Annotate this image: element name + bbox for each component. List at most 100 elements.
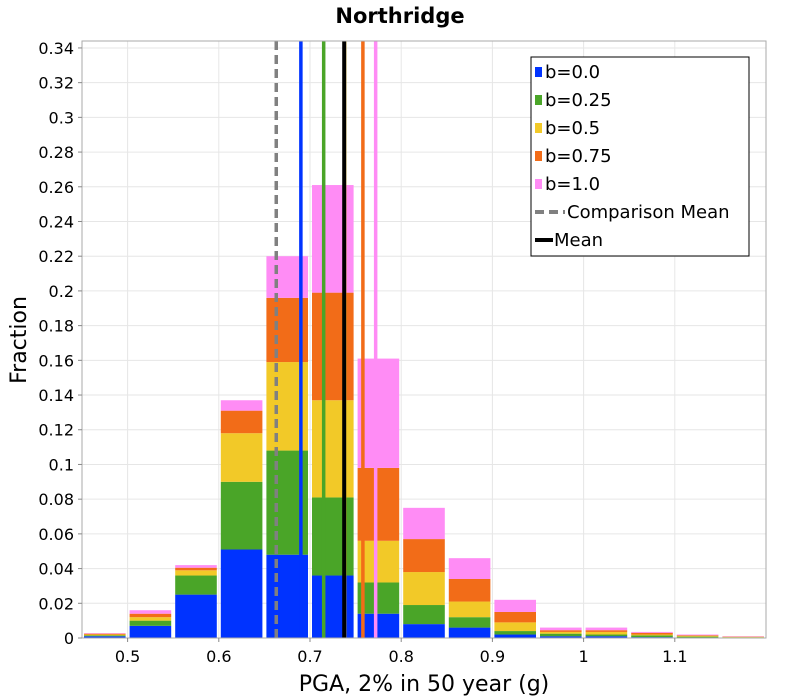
chart-title: Northridge bbox=[335, 4, 464, 28]
legend-swatch bbox=[535, 151, 542, 161]
bar-segment-b-1-0 bbox=[129, 610, 172, 614]
legend-label: Mean bbox=[554, 230, 603, 251]
bar-segment-b-0-5 bbox=[448, 601, 491, 618]
bar-segment-b-0-25 bbox=[175, 575, 217, 595]
y-tick-label: 0.1 bbox=[49, 455, 74, 474]
y-tick-label: 0.24 bbox=[38, 212, 74, 231]
bar-segment-b-1-0 bbox=[676, 634, 719, 636]
bar-segment-b-0-5 bbox=[220, 433, 263, 482]
bar-segment-b-0-75 bbox=[84, 633, 126, 635]
bar-segment-b-0-75 bbox=[403, 539, 445, 573]
y-tick-label: 0.16 bbox=[38, 351, 74, 370]
x-tick-label: 0.9 bbox=[480, 647, 505, 666]
y-tick-label: 0 bbox=[64, 629, 74, 648]
bar-segment-b-0-25 bbox=[84, 635, 126, 637]
y-tick-label: 0.28 bbox=[38, 143, 74, 162]
bars bbox=[84, 185, 764, 638]
bar-segment-b-1-0 bbox=[631, 631, 673, 633]
y-tick-label: 0.26 bbox=[38, 178, 74, 197]
x-tick-label: 0.5 bbox=[115, 647, 140, 666]
legend-label: b=0.75 bbox=[545, 146, 612, 167]
bar-segment-b-0-25 bbox=[676, 636, 719, 638]
bar-segment-b-1-0 bbox=[84, 633, 126, 634]
y-tick-label: 0.18 bbox=[38, 317, 74, 336]
x-tick-label: 0.8 bbox=[388, 647, 413, 666]
bar-segment-b-0-0 bbox=[585, 636, 628, 638]
bar-segment-b-0-75 bbox=[494, 611, 536, 623]
legend-swatch bbox=[535, 179, 542, 189]
x-tick-label: 1.1 bbox=[662, 647, 687, 666]
bar-segment-b-0-75 bbox=[631, 632, 673, 635]
legend-label: b=0.25 bbox=[545, 90, 612, 111]
y-tick-label: 0.02 bbox=[38, 594, 74, 613]
bar-segment-b-0-5 bbox=[676, 635, 719, 637]
bar-segment-b-0-25 bbox=[220, 481, 263, 550]
bar-segment-b-0-5 bbox=[175, 570, 217, 576]
bar-segment-b-1-0 bbox=[403, 507, 445, 540]
bar-segment-b-0-25 bbox=[585, 634, 628, 637]
bar-segment-b-0-25 bbox=[312, 497, 354, 576]
bar-segment-b-1-0 bbox=[448, 558, 491, 579]
y-tick-label: 0.08 bbox=[38, 490, 74, 509]
legend-box bbox=[530, 56, 750, 257]
bar-segment-b-0-5 bbox=[84, 634, 126, 636]
legend-label: b=1.0 bbox=[545, 174, 600, 195]
bar-segment-b-0-25 bbox=[129, 620, 172, 626]
bar-segment-b-1-0 bbox=[175, 565, 217, 568]
bar-segment-b-0-75 bbox=[676, 635, 719, 636]
bar-segment-b-0-0 bbox=[540, 636, 582, 638]
x-tick-label: 0.6 bbox=[206, 647, 231, 666]
bar-segment-b-0-5 bbox=[403, 572, 445, 606]
bar-segment-b-1-0 bbox=[540, 627, 582, 631]
bar-segment-b-0-75 bbox=[129, 613, 172, 618]
bar-segment-b-0-0 bbox=[220, 549, 263, 638]
legend: b=0.0 b=0.25 b=0.5 b=0.75 b=1.0 Comparison Me… bbox=[530, 56, 750, 257]
y-tick-label: 0.04 bbox=[38, 560, 74, 579]
x-axis-ticks: 0.5 0.6 0.7 0.8 0.9 1 1.1 bbox=[115, 638, 688, 666]
bar-segment-b-0-0 bbox=[403, 624, 445, 638]
y-tick-label: 0.3 bbox=[49, 108, 74, 127]
x-tick-label: 0.7 bbox=[297, 647, 322, 666]
bar-segment-b-0-25 bbox=[494, 631, 536, 635]
x-axis-label: PGA, 2% in 50 year (g) bbox=[299, 672, 550, 697]
bar-segment-b-0-75 bbox=[175, 567, 217, 571]
bar-segment-b-0-5 bbox=[494, 622, 536, 632]
legend-swatch bbox=[535, 67, 542, 77]
bar-segment-b-0-25 bbox=[448, 617, 491, 628]
bar-segment-b-0-0 bbox=[129, 625, 172, 638]
legend-swatch bbox=[535, 95, 542, 105]
bar-segment-b-0-5 bbox=[129, 617, 172, 621]
legend-label: Comparison Mean bbox=[567, 202, 730, 223]
bar-segment-b-0-25 bbox=[631, 635, 673, 638]
y-tick-label: 0.22 bbox=[38, 247, 74, 266]
bar-segment-b-0-5 bbox=[312, 400, 354, 498]
bar-segment-b-0-25 bbox=[403, 605, 445, 625]
bar-segment-b-0-5 bbox=[540, 631, 582, 634]
x-tick-label: 1 bbox=[579, 647, 589, 666]
bar-segment-b-1-0 bbox=[220, 400, 263, 411]
bar-segment-b-0-0 bbox=[175, 594, 217, 638]
y-tick-label: 0.14 bbox=[38, 386, 74, 405]
bar-segment-b-0-75 bbox=[220, 410, 263, 434]
legend-label: b=0.0 bbox=[545, 62, 600, 83]
y-axis-ticks: 0 0.02 0.04 0.06 0.08 0.1 0.12 0.14 0.16 0.18 0.2 0… bbox=[38, 39, 82, 648]
y-axis-label: Fraction bbox=[7, 296, 32, 384]
bar-segment-b-0-0 bbox=[494, 634, 536, 638]
legend-swatch bbox=[535, 123, 542, 133]
bar-segment-b-1-0 bbox=[494, 599, 536, 612]
bar-segment-b-0-75 bbox=[585, 630, 628, 632]
bar-segment-b-0-0 bbox=[312, 575, 354, 638]
bar-segment-b-0-25 bbox=[540, 633, 582, 637]
y-tick-label: 0.32 bbox=[38, 74, 74, 93]
bar-segment-b-0-5 bbox=[585, 631, 628, 635]
bar-segment-b-0-75 bbox=[312, 292, 354, 401]
bar-segment-b-1-0 bbox=[312, 185, 354, 293]
y-tick-label: 0.12 bbox=[38, 421, 74, 440]
bar-segment-b-0-75 bbox=[540, 630, 582, 632]
mean-lines bbox=[274, 41, 378, 638]
legend-label: b=0.5 bbox=[545, 118, 600, 139]
bar-segment-b-0-0 bbox=[448, 627, 491, 638]
bar-segment-b-0-75 bbox=[448, 578, 491, 602]
plot-frame bbox=[81, 40, 767, 639]
